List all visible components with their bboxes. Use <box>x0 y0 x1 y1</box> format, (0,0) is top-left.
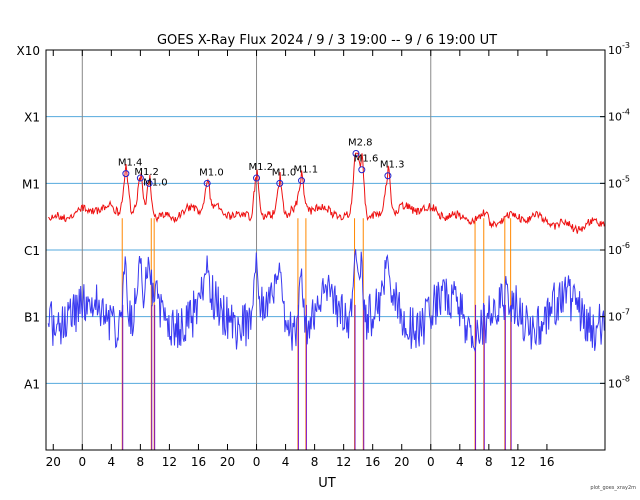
y-axis-right-labels: 10-3 10-4 10-5 10-6 10-7 10-8 <box>600 41 630 390</box>
x-tick-label: 16 <box>365 455 380 469</box>
y-right-tick-label: 10-7 <box>608 308 630 324</box>
flare-label: M2.8 <box>348 138 373 149</box>
y-right-tick-label: 10-6 <box>608 241 630 257</box>
chart-title: GOES X-Ray Flux 2024 / 9 / 3 19:00 -- 9 … <box>157 33 497 48</box>
day-boundary-lines <box>81 50 432 450</box>
flare-marker <box>276 179 284 187</box>
y-right-tick-label: 10-3 <box>608 41 630 57</box>
flare-marker <box>203 179 211 187</box>
x-tick-label: 0 <box>427 455 435 469</box>
x-tick-label: 16 <box>539 455 554 469</box>
x-tick-label: 0 <box>78 455 86 469</box>
x-axis-label: UT <box>318 476 336 491</box>
flare-label: M1.2 <box>249 162 274 173</box>
x-tick-label: 0 <box>253 455 261 469</box>
flare-label: M1.0 <box>272 167 297 178</box>
y-left-tick-label: C1 <box>24 244 40 258</box>
flare-marker <box>384 172 392 180</box>
flare-label: M1.0 <box>199 167 224 178</box>
y-left-tick-label: B1 <box>24 311 40 325</box>
flare-label: M1.3 <box>380 160 405 171</box>
flare-markers: M1.4M1.2M1.0M1.0 M1.2M1.0M1.1M2.8M1.6M1.3 <box>118 138 405 189</box>
flare-marker <box>298 177 306 185</box>
x-tick-label: 12 <box>510 455 525 469</box>
flare-label: M1.4 <box>118 158 143 169</box>
flare-label: M1.6 <box>354 154 379 165</box>
flux-series-layer <box>47 152 605 450</box>
x-tick-label: 4 <box>456 455 464 469</box>
y-left-tick-label: X1 <box>24 111 40 125</box>
y-right-tick-label: 10-5 <box>608 174 630 190</box>
x-tick-label: 8 <box>485 455 493 469</box>
x-tick-label: 8 <box>311 455 319 469</box>
y-axis-left-labels: X10 X1 M1 C1 B1 A1 <box>17 44 41 391</box>
y-right-tick-label: 10-8 <box>608 374 630 390</box>
flare-marker <box>352 150 360 158</box>
x-axis-ticks: 20 0 4 8 12 16 20 0 4 8 12 16 20 0 4 8 12 16 <box>46 50 555 469</box>
flare-marker <box>145 179 153 187</box>
flare-label: M1.0 <box>143 177 168 188</box>
flare-marker <box>122 170 130 178</box>
x-tick-label: 8 <box>137 455 145 469</box>
y-left-tick-label: X10 <box>17 44 41 58</box>
x-tick-label: 12 <box>336 455 351 469</box>
y-left-tick-label: A1 <box>24 377 40 391</box>
x-tick-label: 20 <box>46 455 61 469</box>
y-right-tick-label: 10-4 <box>608 108 630 124</box>
flare-marker <box>358 166 366 174</box>
flare-label: M1.1 <box>294 165 319 176</box>
footer-note: plot_goes_xray2m <box>590 485 636 491</box>
flare-marker <box>136 174 144 182</box>
x-tick-label: 4 <box>282 455 290 469</box>
x-tick-label: 4 <box>108 455 116 469</box>
x-tick-label: 12 <box>162 455 177 469</box>
flare-label: M1.2 <box>134 167 159 178</box>
flare-marker <box>253 174 261 182</box>
x-tick-label: 20 <box>220 455 235 469</box>
x-tick-label: 20 <box>394 455 409 469</box>
y-left-tick-label: M1 <box>22 177 40 191</box>
x-tick-label: 16 <box>191 455 206 469</box>
short-channel-line <box>47 249 605 352</box>
